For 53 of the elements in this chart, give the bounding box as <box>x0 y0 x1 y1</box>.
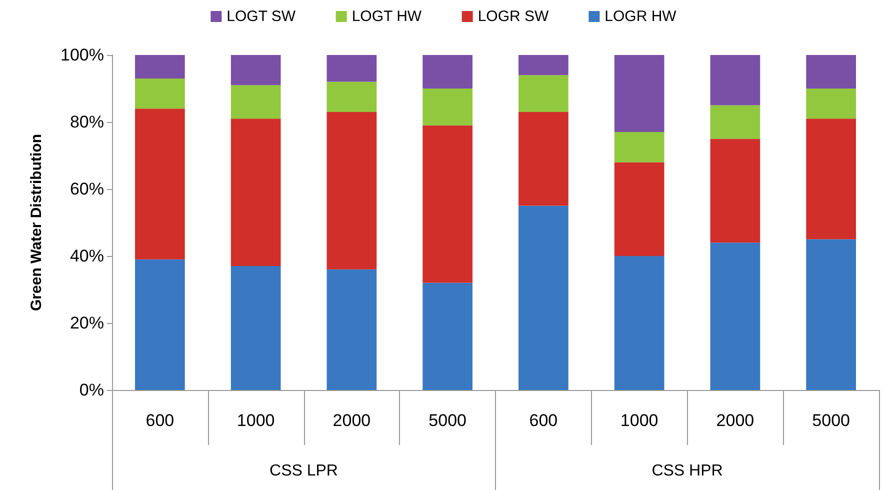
bar <box>518 75 568 112</box>
bar <box>710 55 760 106</box>
bar <box>326 112 377 270</box>
y-tick-label: 80% <box>70 112 104 132</box>
y-tick-label: 60% <box>70 180 104 198</box>
bar <box>422 55 472 88</box>
bar <box>518 112 568 206</box>
y-tick-label: 100% <box>60 46 104 64</box>
text: CSS HPR <box>652 462 723 480</box>
bar <box>326 82 377 112</box>
legend-label: LOGR HW <box>604 8 678 25</box>
bar <box>806 88 856 119</box>
bar <box>806 55 856 88</box>
x-tick-label: 1000 <box>236 411 275 430</box>
x-tick-label: 5000 <box>812 411 850 430</box>
legend-label: LOGT HW <box>352 8 422 25</box>
legend-label: LOGT SW <box>226 8 296 25</box>
bar <box>422 282 472 390</box>
bar <box>806 239 856 390</box>
y-tick-label: 0% <box>79 380 104 400</box>
bar <box>230 85 281 119</box>
bar <box>230 266 281 390</box>
bar <box>422 88 472 126</box>
x-tick-label: 5000 <box>428 411 466 430</box>
y-axis-title: Green Water Distribution <box>28 134 45 311</box>
text: CSS LPR <box>270 462 338 480</box>
x-tick-label: 2000 <box>332 411 371 430</box>
y-tick-label: 20% <box>70 314 104 332</box>
bar <box>518 55 568 76</box>
y-tick-label: 40% <box>70 246 104 266</box>
bar <box>326 269 377 390</box>
bar <box>614 162 664 256</box>
bar <box>614 132 664 162</box>
x-tick-label: 2000 <box>716 411 754 430</box>
bar <box>710 138 760 243</box>
bar <box>230 55 281 86</box>
bar <box>135 55 185 78</box>
bar <box>230 118 281 266</box>
x-tick-label: 1000 <box>620 411 658 430</box>
bar <box>135 78 185 109</box>
bar <box>135 108 185 260</box>
bar <box>806 118 856 240</box>
bar <box>614 256 664 390</box>
bar <box>710 242 760 390</box>
bar <box>710 105 760 139</box>
bar <box>326 55 377 82</box>
x-tick-label: 600 <box>146 411 174 430</box>
x-tick-label: 600 <box>529 411 558 430</box>
legend-label: LOGR SW <box>478 8 550 25</box>
bar <box>614 55 664 132</box>
bar <box>422 125 472 283</box>
bar <box>518 206 568 390</box>
bar <box>135 259 185 390</box>
